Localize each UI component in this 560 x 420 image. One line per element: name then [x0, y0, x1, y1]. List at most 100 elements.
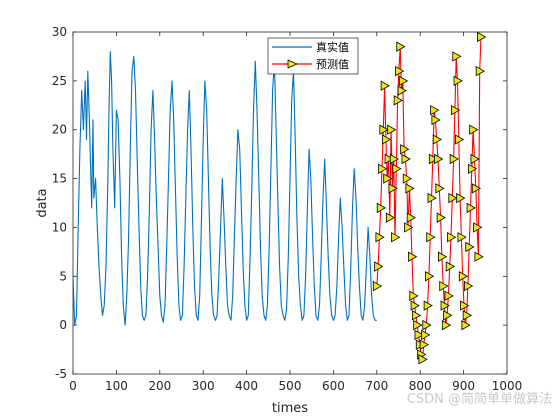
series-2-point: [413, 319, 423, 331]
x-axis-ticks: 0 100 200 300 400 500 600 700 800 900 1000: [69, 32, 522, 393]
series-2-point: [404, 222, 414, 233]
series-2-point: [465, 241, 475, 253]
series-layer: [72, 31, 487, 365]
series-2-point: [474, 251, 484, 262]
series-2-point: [372, 280, 383, 292]
series-2-point: [406, 212, 416, 223]
series-2-point: [424, 271, 435, 282]
watermark: CSDN @简简单单做算法: [407, 391, 552, 407]
series-2-point: [423, 300, 433, 311]
series-2-point: [398, 75, 409, 87]
series-2-point: [395, 65, 405, 77]
y-tick-label: 30: [52, 25, 67, 39]
series-2-point: [414, 329, 424, 341]
legend-marker-series-2: [287, 59, 298, 69]
series-2-point: [441, 319, 452, 331]
series-2-point: [393, 95, 403, 106]
series-2-point: [470, 153, 480, 165]
series-2-point: [426, 232, 436, 243]
series-2-point: [471, 183, 482, 194]
series-2-point: [451, 104, 461, 116]
y-axis-ticks: -5 0 5 10 15 20 25 30: [52, 25, 507, 381]
series-1-line: [72, 50, 377, 326]
x-tick-label: 0: [69, 379, 77, 393]
series-2-point: [443, 310, 453, 321]
series-2-point: [419, 339, 429, 350]
series-2-point: [457, 232, 467, 243]
series-2-point: [439, 280, 449, 292]
series-2-point: [445, 261, 456, 272]
x-tick-label: 700: [365, 379, 388, 393]
x-tick-label: 100: [105, 379, 128, 393]
series-2-point: [408, 251, 418, 262]
series-2-point: [435, 183, 445, 194]
series-2-point: [437, 251, 448, 262]
series-2-point: [456, 192, 466, 204]
y-tick-label: 10: [52, 220, 67, 234]
plot-area: 0 100 200 300 400 500 600 700 800 900 1000 -505101…: [52, 25, 523, 393]
series-2-point: [461, 319, 471, 331]
series-2-point: [391, 232, 401, 243]
series-2-point: [422, 319, 432, 331]
series-2-point: [383, 173, 393, 184]
series-2-point: [388, 183, 398, 194]
series-2-point: [401, 153, 411, 165]
x-tick-label: 900: [452, 379, 475, 393]
x-axis-label: times: [272, 401, 308, 416]
y-tick-label: 25: [52, 74, 67, 88]
series-2-point: [430, 104, 440, 116]
y-tick-label: 5: [59, 269, 67, 283]
series-2-point: [402, 173, 413, 184]
series-2-point: [385, 212, 396, 223]
y-axis-label: data: [35, 188, 50, 217]
series-2-point: [475, 65, 485, 77]
legend-box: [267, 37, 359, 75]
x-tick-label: 500: [279, 379, 302, 393]
x-tick-label: 600: [322, 379, 345, 393]
legend-label-series-2: 预测值: [316, 58, 349, 71]
series-2-point: [431, 114, 441, 126]
series-2-point: [473, 222, 483, 233]
series-2-point: [397, 85, 407, 96]
series-2-point: [428, 153, 439, 165]
series-2-point: [449, 153, 459, 165]
y-tick-label: 0: [59, 318, 67, 332]
series-2-point: [452, 51, 462, 62]
series-2-point: [447, 232, 457, 243]
series-2-point: [379, 124, 389, 135]
series-2-point: [453, 75, 463, 87]
series-2-point: [400, 144, 410, 155]
series-2-point: [467, 163, 478, 174]
series-2-point: [469, 124, 479, 135]
series-2-point: [440, 300, 450, 311]
series-2-point: [458, 271, 469, 282]
series-2-point: [436, 212, 446, 223]
series-2-point: [454, 134, 465, 145]
series-2-point: [376, 202, 387, 214]
x-tick-label: 400: [235, 379, 258, 393]
x-tick-label: 1000: [492, 379, 523, 393]
series-2-point: [448, 192, 458, 204]
x-tick-label: 300: [192, 379, 215, 393]
series-2-point: [392, 163, 402, 174]
x-tick-label: 800: [409, 379, 432, 393]
series-2-point: [382, 134, 392, 145]
series-2-point: [396, 41, 406, 52]
series-2-point: [410, 300, 420, 311]
series-2-point: [466, 202, 476, 214]
legend: 真实值 预测值: [267, 37, 359, 75]
series-2-point: [464, 280, 474, 292]
series-2-point: [374, 261, 384, 272]
series-2-point: [421, 329, 431, 341]
series-2-point: [427, 192, 437, 204]
series-2-point: [462, 310, 472, 321]
series-2-point: [418, 354, 428, 365]
series-2-point: [409, 290, 419, 302]
series-2-point: [387, 124, 397, 135]
x-tick-label: 200: [148, 379, 171, 393]
series-2-point: [405, 183, 415, 194]
series-2-point: [389, 153, 400, 165]
y-tick-label: 15: [52, 172, 67, 186]
y-tick-label: 20: [52, 123, 67, 137]
